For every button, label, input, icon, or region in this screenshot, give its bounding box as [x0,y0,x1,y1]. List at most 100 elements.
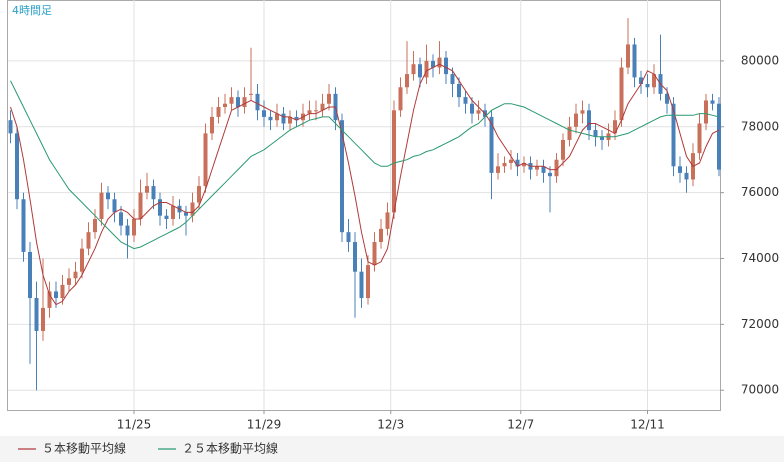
candle-body [567,126,572,140]
candle-body [346,232,351,243]
candle-body [366,265,370,299]
candle-body [255,93,260,111]
candle-body [678,166,682,173]
candle-body [554,159,559,177]
candle-body [242,97,247,108]
y-tick-label: 70000 [741,383,779,397]
candle-body [515,159,520,167]
candle-body [67,278,71,285]
candle-body [379,228,383,243]
candle-body [593,130,598,137]
y-tick-label: 74000 [741,251,779,265]
candle-body [171,205,175,219]
candle-body [132,218,136,236]
y-tick-label: 76000 [741,185,779,199]
candle-body [470,103,474,114]
candle-body [444,57,448,75]
candle-body [632,44,637,78]
candle-body [327,93,331,104]
x-tick-label: 12/3 [377,418,404,432]
candle-body [86,232,91,249]
legend-label: ２５本移動平均線 [182,441,278,456]
plot-frame [7,0,721,411]
candle-body [639,77,643,84]
candle-body [54,291,58,299]
candle-body [80,248,84,272]
candle-body [450,74,455,84]
x-tick-label: 11/29 [247,418,282,432]
candle-body [41,307,45,331]
candle-body [372,242,377,266]
candle-body [275,113,279,121]
candle-body [314,110,318,112]
candle-body [457,83,461,98]
candle-body [684,172,689,180]
candle-body [106,192,110,200]
candle-body [210,116,214,134]
candle-body [138,192,143,219]
candle-body [411,64,416,75]
candle-body [587,110,591,131]
candle-body [262,110,266,117]
candle-body [93,218,97,233]
candle-body [28,251,32,299]
candle-body [418,64,422,78]
candle-body [145,186,149,193]
candle-body [73,271,78,279]
candle-body [431,60,435,68]
candle-body [21,199,26,252]
candle-body [229,97,234,104]
candle-body [268,116,273,121]
candle-body [613,120,617,134]
candle-body [125,225,130,236]
candle-body [60,284,65,299]
candle-body [184,212,188,216]
candle-body [190,202,195,216]
candle-body [281,113,286,124]
candle-body [392,110,396,213]
candle-body [652,74,656,88]
candle-body [463,97,468,104]
candle-body [671,103,676,167]
candle-body [697,123,702,154]
candle-body [203,133,208,187]
candle-body [489,116,494,173]
candle-body [535,166,539,170]
candle-body [197,186,201,203]
candle-body [405,74,409,88]
legend-label: ５本移動平均線 [42,441,126,456]
candle-body [645,83,650,88]
candle-body [15,133,19,200]
candle-body [353,242,357,272]
y-tick-label: 80000 [741,53,779,67]
candle-body [717,103,721,170]
candle-body [385,212,390,229]
x-tick-label: 11/25 [117,418,152,432]
chart-label: 4時間足 [12,4,52,17]
candle-body [320,103,325,111]
candle-body [164,215,169,219]
candle-body [476,110,481,114]
legend-strip [0,436,784,462]
candle-body [307,110,312,114]
candle-body [561,139,565,160]
candle-body [600,136,604,140]
candle-body [619,67,624,121]
candle-body [502,163,507,167]
y-tick-label: 78000 [741,119,779,133]
candle-body [34,298,39,331]
candle-body [249,93,253,95]
x-tick-label: 12/11 [630,418,665,432]
moving-average-line [10,80,720,250]
candle-body [626,44,630,68]
candle-body [294,116,299,121]
candle-body [424,60,429,78]
candle-body [509,159,513,164]
candle-body [99,192,104,219]
x-tick-label: 12/7 [507,418,534,432]
candle-body [359,271,364,299]
candle-body [119,212,123,226]
candle-body [704,100,708,124]
